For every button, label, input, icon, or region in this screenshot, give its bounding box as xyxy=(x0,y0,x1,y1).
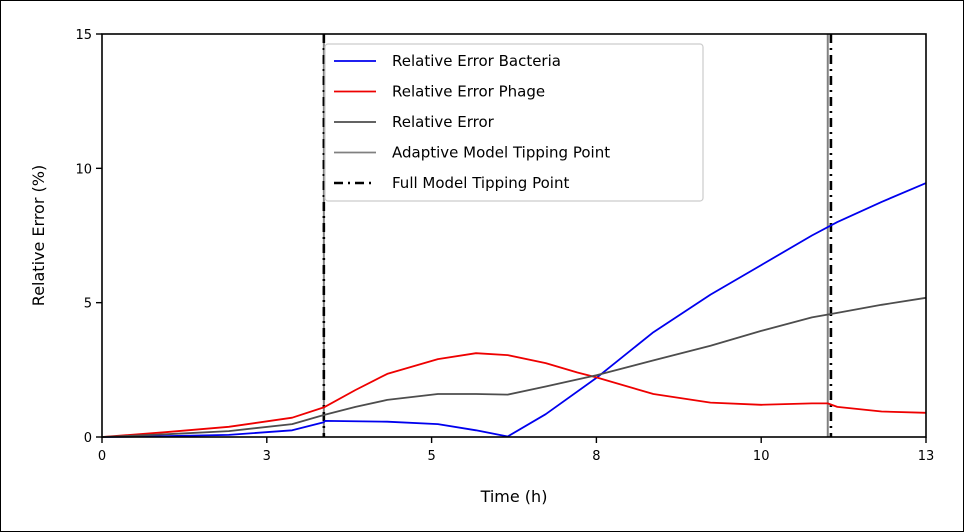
y-tick-label: 15 xyxy=(75,28,92,43)
series-lines xyxy=(101,182,927,438)
legend-label: Adaptive Model Tipping Point xyxy=(392,144,610,162)
legend-label: Full Model Tipping Point xyxy=(392,174,569,192)
series-line-relative-error-phage xyxy=(101,352,927,438)
series-line-relative-error xyxy=(101,296,927,438)
y-tick-label: 0 xyxy=(84,431,92,446)
legend: Relative Error Bacteria Relative Error Ph… xyxy=(324,43,704,202)
x-tick-label: 13 xyxy=(918,449,935,464)
x-tick-label: 8 xyxy=(592,449,600,464)
plot-frame xyxy=(101,33,927,438)
y-axis-ticks: 0 5 10 15 xyxy=(75,28,102,446)
legend-label: Relative Error Phage xyxy=(392,83,545,101)
y-tick-label: 5 xyxy=(84,297,92,312)
y-tick-label: 10 xyxy=(75,162,92,177)
x-tick-label: 5 xyxy=(427,449,435,464)
x-axis-label: Time (h) xyxy=(480,487,548,506)
x-axis-ticks: 0 3 5 8 10 13 xyxy=(98,437,934,464)
legend-box xyxy=(324,43,704,202)
y-axis-label: Relative Error (%) xyxy=(29,165,48,306)
series-line-relative-error-bacteria xyxy=(101,182,927,438)
legend-label: Relative Error Bacteria xyxy=(392,52,561,70)
x-tick-label: 3 xyxy=(263,449,271,464)
x-tick-label: 0 xyxy=(98,449,106,464)
x-tick-label: 10 xyxy=(753,449,770,464)
tipping-point-lines xyxy=(322,34,833,437)
legend-label: Relative Error xyxy=(392,113,495,131)
